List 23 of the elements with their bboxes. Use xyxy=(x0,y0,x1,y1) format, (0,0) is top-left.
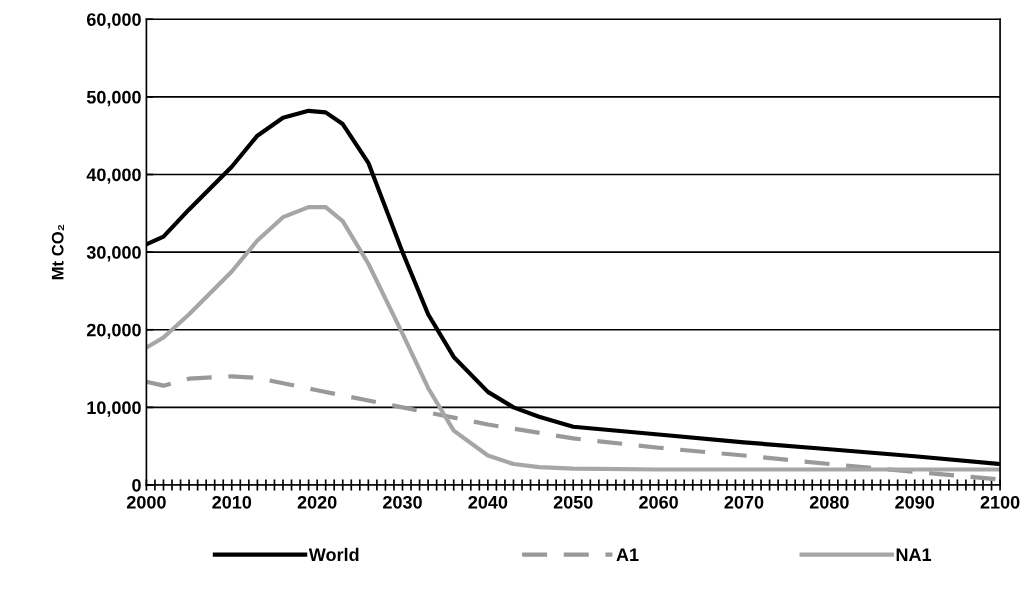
x-tick-label: 2060 xyxy=(639,495,678,509)
y-tick-label: 40,000 xyxy=(86,168,141,184)
y-tick-label: 60,000 xyxy=(86,13,141,29)
y-axis-title: Mt CO₂ xyxy=(51,224,64,280)
line-series xyxy=(146,205,1001,472)
y-tick-label: 20,000 xyxy=(86,323,141,340)
x-tick-label: 2050 xyxy=(553,495,593,509)
x-tick-label: 2080 xyxy=(809,495,849,509)
x-tick-label: 2000 xyxy=(126,495,166,509)
legend-label: NA1 xyxy=(896,548,932,561)
x-tick-label: 2090 xyxy=(895,495,935,509)
legend-label: World xyxy=(308,547,359,562)
y-tick-label: 50,000 xyxy=(86,90,141,107)
x-tick-label: 2010 xyxy=(212,495,252,509)
legend-label: A1 xyxy=(616,548,639,561)
x-tick-label: 2070 xyxy=(724,495,764,509)
y-tick-label: 10,000 xyxy=(87,401,141,417)
x-tick-label: 2030 xyxy=(383,495,422,509)
x-tick-label: 2100 xyxy=(980,495,1020,509)
x-tick-label: 2040 xyxy=(468,495,508,509)
y-tick-label: 30,000 xyxy=(86,246,141,262)
y-tick-label: 0 xyxy=(132,478,141,492)
x-tick-label: 2020 xyxy=(297,495,337,509)
